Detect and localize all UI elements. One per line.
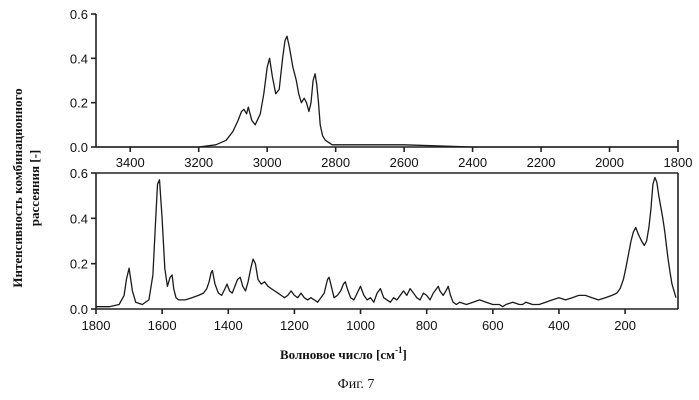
bottom-y-tick-label: 0.2 (70, 257, 88, 272)
top-y-tick-label: 0.4 (70, 51, 88, 66)
bottom-x-tick-label: 1200 (280, 318, 309, 333)
top-x-tick-label: 1800 (664, 155, 693, 170)
top-x-tick-label: 2200 (527, 155, 556, 170)
bottom-x-tick-label: 600 (482, 318, 504, 333)
bottom-spectrum-line (96, 178, 676, 307)
top-panel: 3400 3200 3000 2800 2600 2400 2200 2000 1800 0.0 0… (70, 7, 693, 170)
figure-caption: Фиг. 7 (338, 377, 375, 392)
bottom-x-tick-label: 1400 (214, 318, 243, 333)
bottom-x-tick-label: 400 (548, 318, 570, 333)
top-y-tick-label: 0.0 (70, 140, 88, 155)
bottom-y-tick-label: 0.6 (70, 166, 88, 181)
bottom-x-tick-label: 1800 (82, 318, 111, 333)
bottom-y-tick-label: 0.4 (70, 211, 88, 226)
top-spectrum-line (96, 36, 678, 147)
bottom-x-tick-label: 1000 (346, 318, 375, 333)
top-axis-ticks: 3400 3200 3000 2800 2600 2400 2200 2000 1800 0.0 0… (70, 7, 693, 170)
bottom-x-tick-label: 800 (416, 318, 438, 333)
top-x-tick-label: 3400 (116, 155, 145, 170)
y-axis-label-line2: рассеяния [-] (27, 150, 42, 226)
top-x-tick-label: 2400 (458, 155, 487, 170)
top-y-tick-label: 0.2 (70, 96, 88, 111)
bottom-panel: 1800 1600 1400 1200 1000 800 600 400 200 0.0 0.2 0.… (70, 166, 678, 333)
top-x-tick-label: 2600 (390, 155, 419, 170)
top-x-tick-label: 2000 (595, 155, 624, 170)
bottom-axis-ticks: 1800 1600 1400 1200 1000 800 600 400 200 0.0 0.2 0.… (70, 166, 636, 333)
y-axis-label-line1: Интенсивность комбинационного (10, 88, 25, 287)
top-x-tick-label: 2800 (321, 155, 350, 170)
bottom-y-tick-label: 0.0 (70, 302, 88, 317)
y-axis-label: Интенсивность комбинационного рассеяния … (10, 88, 42, 287)
top-y-tick-label: 0.6 (70, 7, 88, 22)
bottom-x-tick-label: 200 (614, 318, 636, 333)
top-x-tick-label: 3000 (253, 155, 282, 170)
bottom-x-tick-label: 1600 (148, 318, 177, 333)
x-axis-label: Волновое число [см-1] (280, 345, 407, 362)
top-x-tick-label: 3200 (184, 155, 213, 170)
